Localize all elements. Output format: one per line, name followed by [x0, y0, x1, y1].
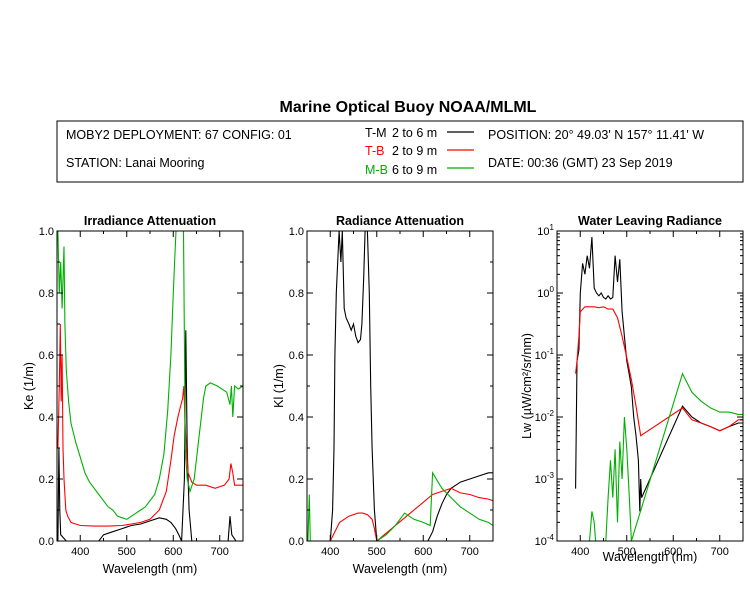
water-leaving-ytick-label: 10-1 [535, 347, 555, 362]
legend-desc-tb: 2 to 9 m [392, 144, 437, 158]
irradiance-ytick-label: 0.2 [39, 474, 54, 486]
water-leaving-xtick-label: 600 [664, 546, 682, 558]
irradiance-ytick-label: 1.0 [39, 226, 54, 238]
irradiance-ytick-label: 0.4 [39, 412, 54, 424]
water-leaving-chart: Water Leaving Radiance 400 500 600 700 10-4 10… [520, 214, 744, 564]
header-box: MOBY2 DEPLOYMENT: 67 CONFIG: 01 STATION:… [56, 120, 744, 183]
radiance-ytick-label: 0.4 [289, 412, 304, 424]
irradiance-xtick-label: 400 [71, 546, 89, 558]
legend-abbr-mb: M-B [365, 163, 388, 177]
legend-abbr-tm: T-M [365, 126, 387, 140]
irradiance-series-mb [57, 231, 243, 520]
irradiance-title: Irradiance Attenuation [84, 214, 216, 228]
water-leaving-ylabel: Lw (µW/cm²/sr/nm) [520, 333, 534, 439]
station-text: STATION: Lanai Mooring [66, 156, 205, 170]
figure-title: Marine Optical Buoy NOAA/MLML [280, 99, 537, 116]
irradiance-chart: Irradiance Attenuation 400 500 600 700 0.0 0.2… [22, 214, 244, 576]
irradiance-plot-frame [56, 230, 244, 542]
irradiance-xtick-label: 500 [118, 546, 136, 558]
irradiance-ytick-label: 0.8 [39, 288, 54, 300]
irradiance-ylabel: Ke (1/m) [22, 362, 36, 410]
deployment-text: MOBY2 DEPLOYMENT: 67 CONFIG: 01 [66, 128, 292, 142]
water-leaving-xtick-label: 500 [618, 546, 636, 558]
radiance-series-tb [329, 487, 493, 541]
irradiance-series-tb [57, 323, 243, 527]
legend-desc-mb: 6 to 9 m [392, 163, 437, 177]
irradiance-ytick-label: 0.6 [39, 350, 54, 362]
radiance-ytick-label: 0.6 [289, 350, 304, 362]
radiance-ytick-label: 0.8 [289, 288, 304, 300]
water-leaving-ytick-label: 101 [537, 223, 554, 238]
radiance-xlabel: Wavelength (nm) [353, 562, 448, 576]
radiance-xtick-label: 400 [321, 546, 339, 558]
radiance-ytick-label: 1.0 [289, 226, 304, 238]
water-leaving-series-mb [588, 372, 743, 541]
radiance-xtick-label: 600 [414, 546, 432, 558]
water-leaving-ytick-label: 100 [537, 285, 554, 300]
radiance-series-mb [307, 470, 493, 541]
water-leaving-series-tb [575, 306, 743, 437]
radiance-ytick-label: 0.2 [289, 474, 304, 486]
irradiance-series-tm [57, 330, 237, 541]
date-text: DATE: 00:36 (GMT) 23 Sep 2019 [488, 156, 673, 170]
radiance-series-tm [329, 231, 493, 541]
radiance-xtick-label: 500 [368, 546, 386, 558]
legend-abbr-tb: T-B [365, 144, 384, 158]
irradiance-ytick-label: 0.0 [39, 536, 54, 548]
irradiance-xtick-label: 700 [211, 546, 229, 558]
radiance-chart: Radiance Attenuation 400 500 600 700 0.0 0.2 0.… [272, 214, 494, 576]
water-leaving-xtick-label: 400 [571, 546, 589, 558]
water-leaving-series-tm [575, 236, 743, 512]
legend-desc-tm: 2 to 6 m [392, 126, 437, 140]
legend: T-M 2 to 6 m T-B 2 to 9 m M-B 6 to 9 m [365, 126, 474, 177]
water-leaving-ytick-label: 10-4 [535, 533, 555, 548]
irradiance-xlabel: Wavelength (nm) [103, 562, 198, 576]
irradiance-xtick-label: 600 [164, 546, 182, 558]
radiance-ylabel: Kl (1/m) [272, 364, 286, 408]
water-leaving-title: Water Leaving Radiance [578, 214, 722, 228]
water-leaving-plot-frame [556, 230, 744, 542]
water-leaving-xlabel: Wavelength (nm) [603, 550, 698, 564]
radiance-ytick-label: 0.0 [289, 536, 304, 548]
water-leaving-ytick-label: 10-2 [535, 409, 555, 424]
radiance-xtick-label: 700 [461, 546, 479, 558]
radiance-title: Radiance Attenuation [336, 214, 464, 228]
water-leaving-ytick-label: 10-3 [535, 471, 555, 486]
water-leaving-xtick-label: 700 [711, 546, 729, 558]
chart-panels: Irradiance Attenuation 400 500 600 700 0.0 0.2… [22, 214, 744, 576]
position-text: POSITION: 20° 49.03' N 157° 11.41' W [488, 128, 704, 142]
